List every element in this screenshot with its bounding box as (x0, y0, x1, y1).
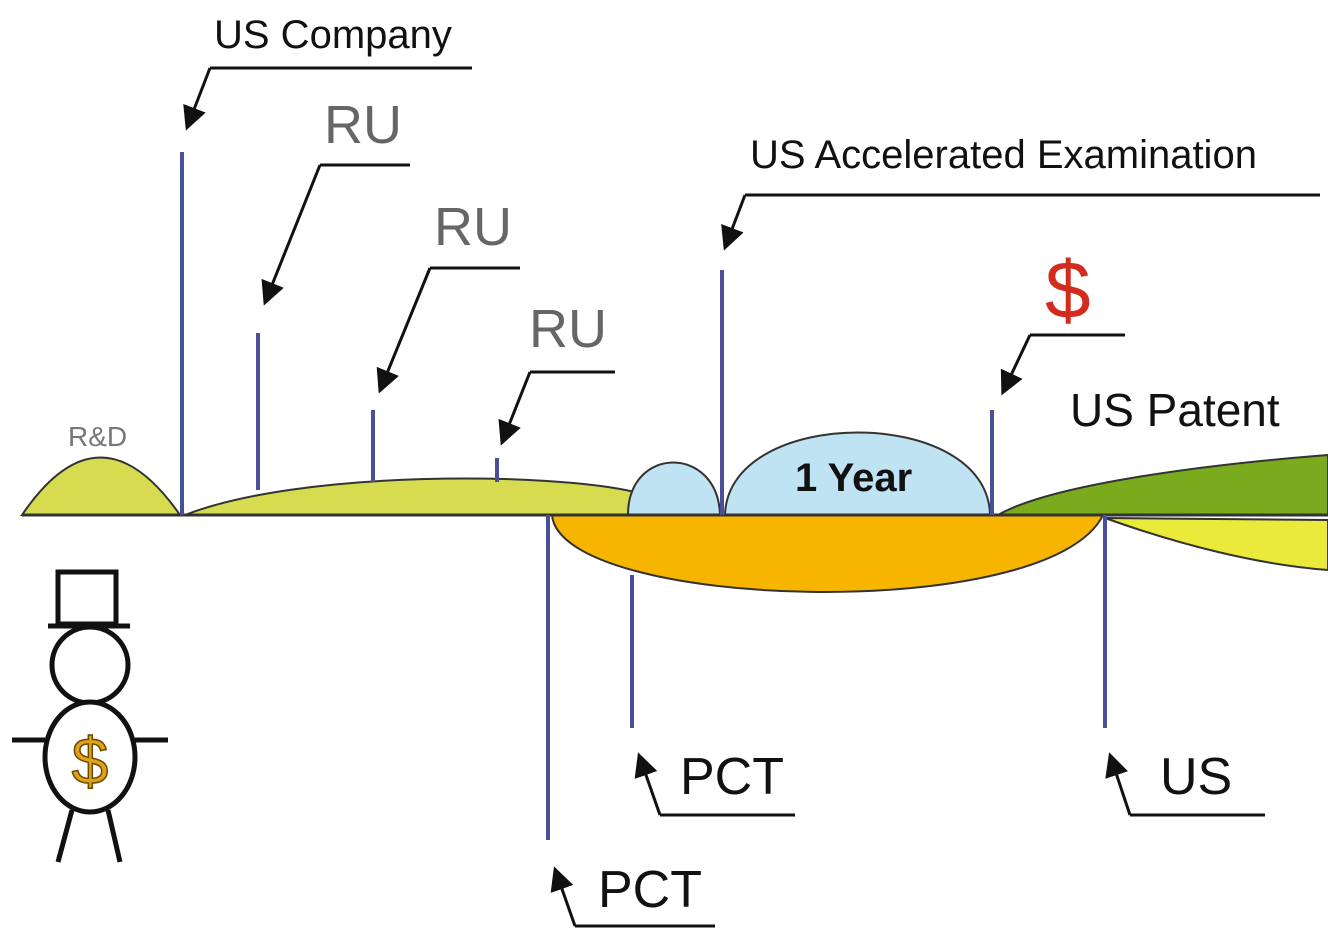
money-label: $ (1045, 245, 1091, 336)
small-blue-hump (628, 463, 720, 516)
arrow (726, 195, 745, 245)
label: RU (324, 95, 402, 155)
label: US Company (214, 13, 452, 57)
label: R&D (68, 421, 127, 452)
orange-phase (552, 515, 1103, 592)
label: US Accelerated Examination (750, 133, 1257, 177)
page: $ US Company RU RU RU US Accelerated Exa… (0, 0, 1328, 930)
label: RU (529, 299, 607, 359)
investor-figure (12, 572, 168, 862)
arrow (503, 372, 530, 440)
yellow-wedge (1105, 518, 1328, 570)
label: US (1160, 748, 1232, 806)
arrow (266, 165, 320, 300)
arrow (188, 68, 210, 125)
label: RU (434, 197, 512, 257)
development-hump (185, 478, 635, 515)
arrow (1111, 758, 1130, 815)
label: PCT (598, 861, 702, 919)
diagram: $ US Company RU RU RU US Accelerated Exa… (0, 0, 1328, 930)
patent-wedge (998, 455, 1328, 515)
label: US Patent (1070, 384, 1280, 436)
leg (58, 810, 72, 862)
arrow (640, 758, 660, 815)
head (52, 627, 128, 703)
arrow (556, 872, 575, 926)
arrow (1004, 335, 1030, 390)
rnd-hump (22, 458, 180, 516)
label: 1 Year (795, 456, 912, 500)
top-hat (58, 572, 116, 624)
label: PCT (680, 748, 784, 806)
arrow (381, 268, 430, 388)
investor-symbol: $ (72, 724, 109, 798)
leg (108, 810, 120, 862)
